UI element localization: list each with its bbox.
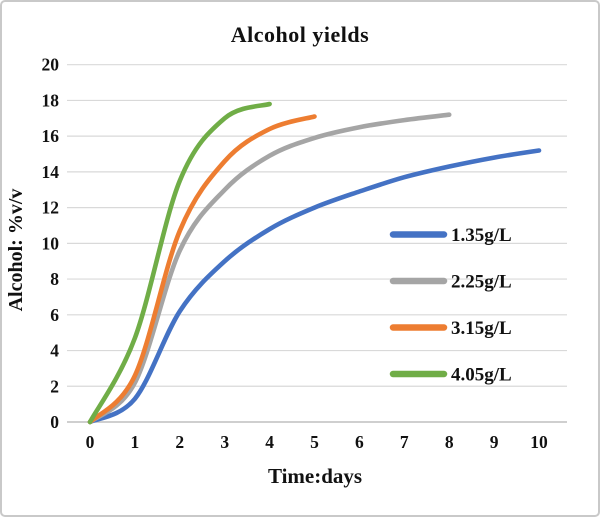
- y-tick-label: 16: [42, 126, 60, 146]
- y-tick-label: 12: [42, 198, 60, 218]
- y-tick-label: 20: [42, 55, 60, 75]
- x-tick-label: 2: [175, 432, 184, 452]
- series-line-1-35g-l: [87, 148, 542, 425]
- series-line-2-25g-l: [87, 112, 452, 425]
- y-tick-label: 2: [50, 376, 59, 396]
- x-axis-title: Time:days: [267, 464, 363, 488]
- legend-label: 3.15g/L: [451, 318, 512, 339]
- legend-label: 4.05g/L: [451, 365, 512, 386]
- y-tick-label: 6: [50, 305, 59, 325]
- x-tick-label: 9: [490, 432, 499, 452]
- x-tick-label: 8: [445, 432, 454, 452]
- x-tick-label: 4: [265, 432, 274, 452]
- chart-title: Alcohol yields: [230, 22, 370, 47]
- legend-label: 1.35g/L: [451, 225, 512, 246]
- x-tick-label: 6: [355, 432, 364, 452]
- x-tick-label: 5: [310, 432, 319, 452]
- x-tick-label: 10: [530, 432, 548, 452]
- y-axis-title: Alcohol: %v/v: [5, 188, 27, 312]
- y-tick-label: 0: [50, 412, 59, 432]
- y-tick-label: 8: [50, 269, 59, 289]
- series-line-3-15g-l: [87, 114, 317, 425]
- y-tick-label: 14: [42, 162, 60, 182]
- x-tick-label: 1: [131, 432, 140, 452]
- x-tick-label: 7: [400, 432, 409, 452]
- x-tick-label: 3: [220, 432, 229, 452]
- y-tick-label: 4: [50, 341, 59, 361]
- legend-label: 2.25g/L: [451, 272, 512, 293]
- series-line-4-05g-l: [87, 101, 272, 425]
- y-tick-label: 10: [42, 233, 60, 253]
- x-tick-label: 0: [86, 432, 95, 452]
- y-tick-label: 18: [42, 90, 60, 110]
